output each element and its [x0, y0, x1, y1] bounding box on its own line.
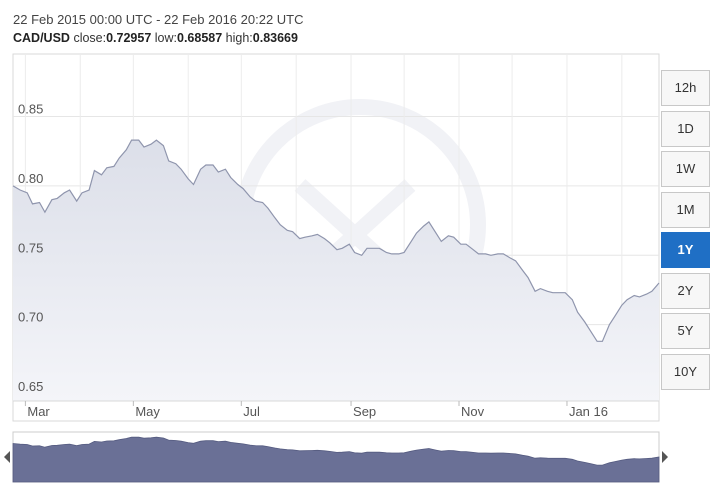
high-value: 0.83669 [252, 31, 298, 45]
close-value: 0.72957 [106, 31, 152, 45]
currency-pair: CAD/USD [13, 31, 70, 45]
range-button-12h[interactable]: 12h [661, 70, 710, 106]
x-axis-band [12, 400, 660, 422]
y-tick-label-1: 0.70 [18, 310, 43, 325]
price-line [12, 139, 660, 342]
navigator-left-handle-icon[interactable] [4, 451, 10, 463]
close-label: close: [73, 31, 107, 45]
y-tick-label-2: 0.75 [18, 240, 43, 255]
range-button-5y[interactable]: 5Y [661, 313, 710, 349]
range-button-10y[interactable]: 10Y [661, 354, 710, 390]
y-tick-label-4: 0.85 [18, 101, 43, 116]
low-value: 0.68587 [177, 31, 223, 45]
y-tick-label-0: 0.65 [18, 379, 43, 394]
range-button-2y[interactable]: 2Y [661, 273, 710, 309]
date-range-label: 22 Feb 2015 00:00 UTC - 22 Feb 2016 20:2… [13, 12, 304, 27]
x-tick-label-0: Mar [27, 404, 50, 419]
x-tick-label-4: Nov [461, 404, 485, 419]
area-fill [13, 140, 659, 401]
range-button-1m[interactable]: 1M [661, 192, 710, 228]
y-axis: 0.65 0.70 0.75 0.80 0.85 [18, 101, 43, 394]
x-axis: Mar May Jul Sep Nov Jan 16 [12, 400, 660, 422]
low-label: low: [154, 31, 177, 45]
y-tick-label-3: 0.80 [18, 171, 43, 186]
quote-summary: CAD/USD close:0.72957 low:0.68587 high:0… [13, 31, 298, 45]
x-tick-label-2: Jul [243, 404, 260, 419]
range-button-1w[interactable]: 1W [661, 151, 710, 187]
navigator-right-handle-icon[interactable] [662, 451, 668, 463]
price-area [12, 139, 660, 401]
navigator[interactable] [4, 431, 668, 483]
navigator-series [12, 436, 660, 483]
x-tick-label-1: May [135, 404, 160, 419]
x-tick-label-5: Jan 16 [569, 404, 608, 419]
range-button-1d[interactable]: 1D [661, 111, 710, 147]
x-tick-label-3: Sep [353, 404, 376, 419]
high-label: high: [225, 31, 253, 45]
range-button-1y[interactable]: 1Y [661, 232, 710, 268]
